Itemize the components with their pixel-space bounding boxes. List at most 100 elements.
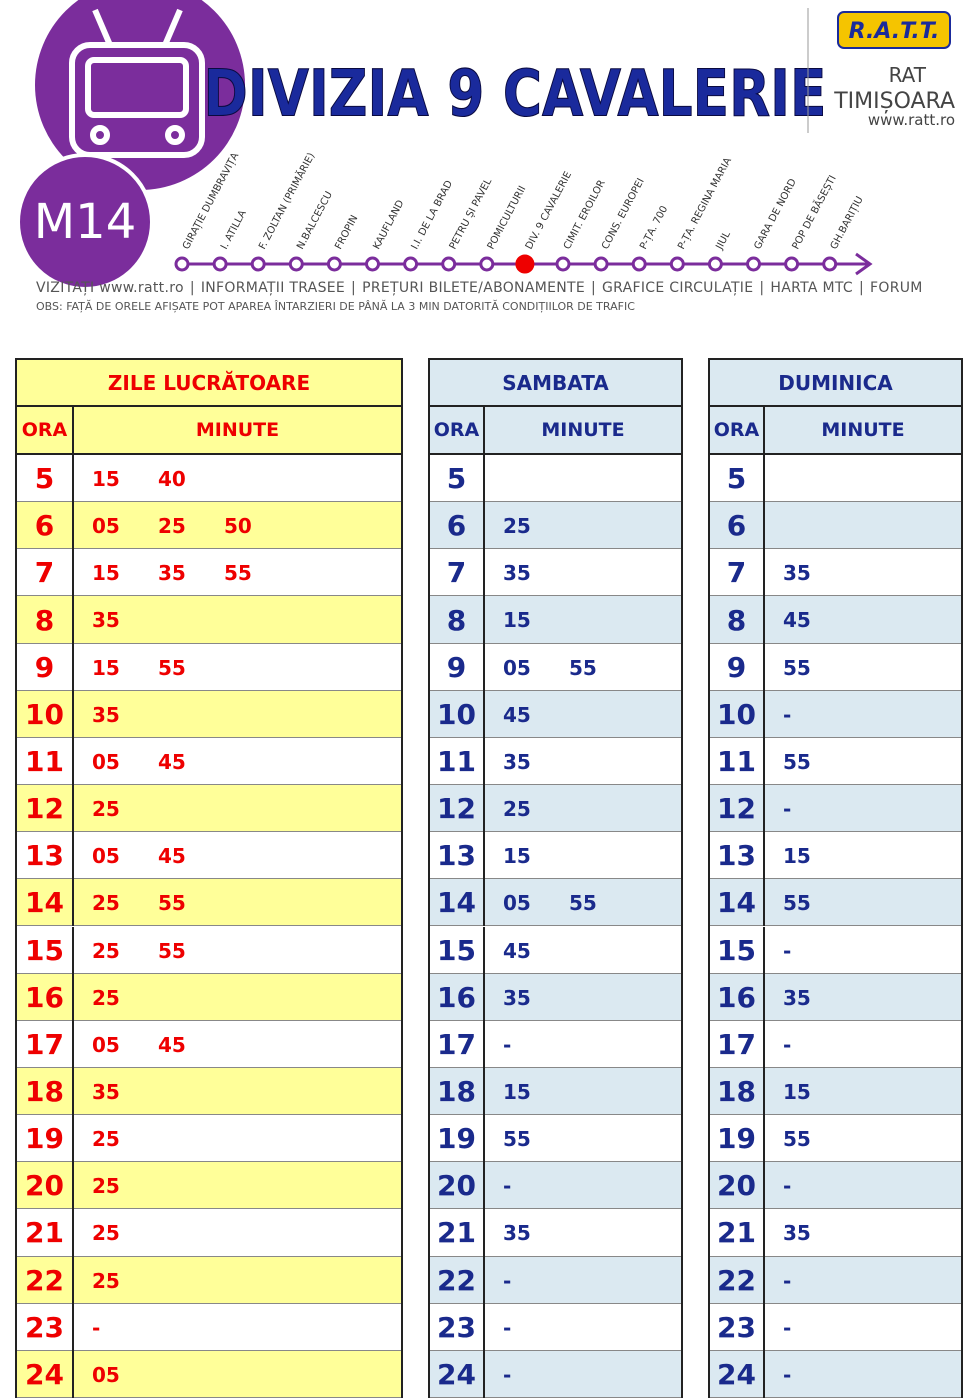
hour: 14 <box>430 879 485 927</box>
minute: 05 <box>92 749 120 774</box>
stop-name: POMICULTURII <box>486 184 529 251</box>
hour: 17 <box>710 1020 765 1068</box>
separator: | <box>189 280 195 296</box>
minute: - <box>783 797 792 822</box>
row <box>710 1350 961 1398</box>
separator: | <box>351 280 357 296</box>
row <box>17 1162 401 1210</box>
stop-name: P-ȚA. 700 <box>638 204 670 251</box>
row <box>710 502 961 550</box>
row <box>710 1067 961 1116</box>
row <box>17 1209 401 1257</box>
minute: 35 <box>503 561 531 586</box>
hour-header: ORA <box>710 407 765 455</box>
stop-name: CIMIT. EROILOR <box>562 178 608 251</box>
route-badge <box>16 153 154 291</box>
hour: 22 <box>17 1256 74 1304</box>
minute: 25 <box>92 797 120 822</box>
hour-header: ORA <box>430 407 485 455</box>
minute: - <box>783 1032 792 1057</box>
minute: 45 <box>503 938 531 963</box>
minute: 55 <box>158 655 186 680</box>
hour: 14 <box>17 879 74 927</box>
minute: - <box>783 702 792 727</box>
minute: 05 <box>503 655 531 680</box>
hour: 8 <box>17 596 74 644</box>
stop-name: CONS. EUROPEI <box>600 177 647 252</box>
table-title: SAMBATA <box>430 360 681 407</box>
stop-dot <box>669 256 685 272</box>
hour: 5 <box>430 455 485 503</box>
row <box>430 643 681 691</box>
stop-name: I. ATILLA <box>219 208 249 251</box>
minute: 35 <box>783 561 811 586</box>
row <box>430 502 681 550</box>
logo: R.A.T.T. <box>849 19 940 44</box>
minute: 25 <box>92 1174 120 1199</box>
stop-dot <box>479 256 495 272</box>
minute: 45 <box>503 702 531 727</box>
minute: 05 <box>92 1362 120 1387</box>
links: VIZITAȚI www.ratt.ro | INFORMAȚII TRASEE | P… <box>36 280 923 296</box>
row <box>430 1303 681 1351</box>
stop-dot <box>174 256 190 272</box>
minute: - <box>783 1174 792 1199</box>
stop-dot <box>746 256 761 272</box>
link: HARTA MTC <box>770 280 853 296</box>
stop-name: FROPIN <box>333 214 360 252</box>
row <box>430 1020 681 1068</box>
hour: 13 <box>430 832 485 880</box>
row <box>430 737 681 786</box>
hour: 20 <box>17 1162 74 1210</box>
stop-name: GH.BARIȚIU <box>829 195 866 252</box>
hour-header: ORA <box>17 407 74 455</box>
hour: 21 <box>710 1209 765 1257</box>
row <box>710 549 961 597</box>
stop-dot <box>288 256 304 272</box>
route-arrow <box>855 252 873 276</box>
row <box>17 690 401 738</box>
hour: 12 <box>710 785 765 833</box>
minute: 35 <box>783 1221 811 1246</box>
row <box>710 879 961 927</box>
hour: 16 <box>710 973 765 1021</box>
hour: 5 <box>17 455 74 503</box>
row <box>17 1067 401 1116</box>
row <box>17 549 401 597</box>
row <box>710 1209 961 1257</box>
hour: 15 <box>710 926 765 974</box>
separator: | <box>859 280 865 296</box>
route-number: M14 <box>34 194 137 250</box>
hour: 22 <box>430 1256 485 1304</box>
hour: 18 <box>430 1067 485 1116</box>
row <box>430 596 681 644</box>
row <box>710 690 961 738</box>
minute: 55 <box>783 655 811 680</box>
minute: 55 <box>569 891 597 916</box>
stop-dot <box>365 256 380 272</box>
table-title: ZILE LUCRĂTOARE <box>17 360 401 407</box>
hour: 11 <box>17 737 74 786</box>
note: OBS: FAȚĂ DE ORELE AFIȘATE POT APAREA ÎN… <box>36 300 635 313</box>
minute: 25 <box>92 1221 120 1246</box>
row <box>17 596 401 644</box>
hour: 11 <box>430 737 485 786</box>
hour: 18 <box>17 1067 74 1116</box>
row <box>710 832 961 880</box>
hour: 10 <box>17 690 74 738</box>
link: VIZITAȚI www.ratt.ro <box>36 280 184 296</box>
row <box>17 737 401 786</box>
hour: 23 <box>430 1303 485 1351</box>
stop-dot <box>593 256 609 272</box>
row <box>17 1020 401 1068</box>
hour: 21 <box>17 1209 74 1257</box>
minute: 40 <box>158 467 186 491</box>
stop-name: I.I. DE LA BRAD <box>410 179 456 252</box>
hour: 6 <box>710 502 765 550</box>
minute: 35 <box>503 1221 531 1246</box>
minute: 25 <box>92 1127 120 1152</box>
row <box>430 1350 681 1398</box>
minute: 35 <box>503 985 531 1010</box>
hour: 24 <box>17 1350 74 1398</box>
